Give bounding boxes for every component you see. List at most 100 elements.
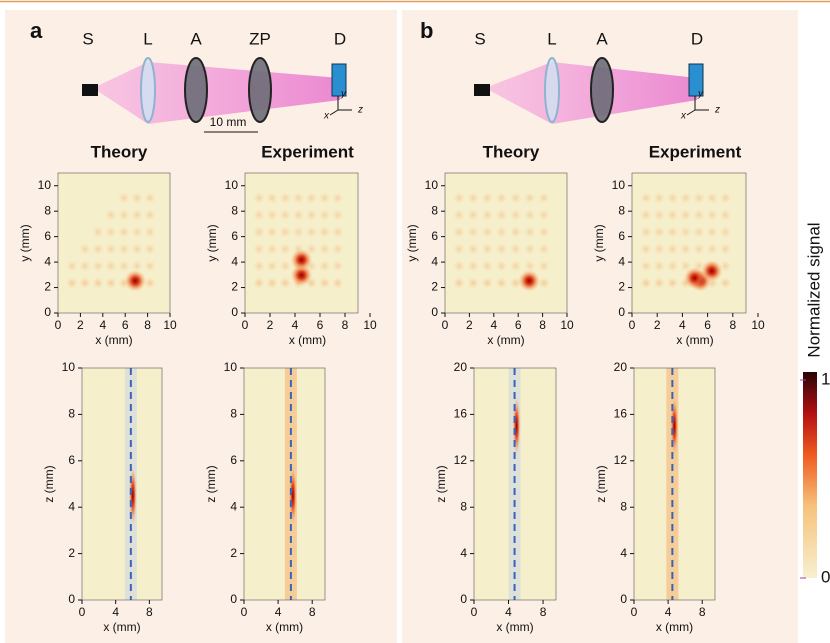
pattern-spot bbox=[692, 192, 705, 204]
pattern-spot bbox=[118, 243, 130, 255]
y-tick-label: 16 bbox=[454, 407, 468, 421]
pattern-spot bbox=[467, 209, 480, 221]
pattern-spot bbox=[666, 243, 679, 255]
pattern-spot bbox=[481, 243, 494, 255]
pattern-spot bbox=[706, 226, 719, 238]
pattern-spot bbox=[653, 277, 666, 289]
x-tick-label: 4 bbox=[679, 318, 686, 332]
pattern-spot bbox=[131, 192, 143, 204]
pattern-spot bbox=[453, 243, 465, 255]
pattern-spot bbox=[467, 277, 480, 289]
x-tick-label: 8 bbox=[144, 318, 151, 332]
y-tick-label: 2 bbox=[431, 280, 438, 294]
triad-label: y bbox=[697, 89, 704, 100]
pattern-spot bbox=[144, 260, 156, 272]
pattern-spot bbox=[692, 243, 705, 255]
y-axis-label: y (mm) bbox=[205, 224, 219, 261]
y-tick-label: 6 bbox=[231, 229, 238, 243]
pattern-spot bbox=[719, 226, 732, 238]
triad-axis bbox=[686, 109, 696, 116]
x-tick-label: 0 bbox=[242, 318, 249, 332]
pattern-spot bbox=[495, 243, 508, 255]
x-axis-label: x (mm) bbox=[289, 333, 326, 347]
pattern-spot bbox=[331, 209, 344, 221]
pattern-spot bbox=[105, 260, 117, 272]
y-tick-label: 8 bbox=[230, 407, 237, 421]
y-tick-label: 0 bbox=[68, 592, 75, 606]
pattern-spot bbox=[105, 226, 117, 238]
pattern-spot bbox=[523, 209, 536, 221]
y-axis-label: y (mm) bbox=[405, 224, 419, 261]
pattern-spot bbox=[640, 260, 652, 272]
y-tick-label: 4 bbox=[230, 499, 237, 513]
pattern-spot bbox=[105, 209, 117, 221]
y-tick-label: 8 bbox=[620, 499, 627, 513]
x-tick-label: 4 bbox=[292, 318, 299, 332]
y-tick-label: 6 bbox=[431, 229, 438, 243]
separation-label: 10 mm bbox=[210, 115, 247, 129]
pattern-spot bbox=[481, 277, 494, 289]
x-tick-label: 0 bbox=[471, 605, 478, 619]
pattern-spot bbox=[719, 209, 732, 221]
pattern-spot bbox=[66, 260, 78, 272]
y-tick-label: 2 bbox=[231, 280, 238, 294]
pattern-spot bbox=[453, 192, 465, 204]
component-label: L bbox=[143, 29, 152, 48]
x-tick-label: 4 bbox=[99, 318, 106, 332]
pattern-spot bbox=[495, 192, 508, 204]
x-axis-label: x (mm) bbox=[496, 620, 533, 634]
x-tick-label: 10 bbox=[751, 318, 765, 332]
x-tick-label: 8 bbox=[146, 605, 153, 619]
plot-frame bbox=[57, 172, 171, 314]
y-tick-label: 4 bbox=[620, 546, 627, 560]
pattern-spot bbox=[537, 209, 550, 221]
plot-frame bbox=[633, 367, 716, 601]
y-tick-label: 16 bbox=[614, 407, 628, 421]
pattern-spot bbox=[118, 260, 130, 272]
x-tick-label: 0 bbox=[241, 605, 248, 619]
heatmap bbox=[82, 368, 162, 600]
panel-label: a bbox=[30, 18, 43, 43]
pattern-spot bbox=[509, 226, 522, 238]
pattern-spot bbox=[495, 226, 508, 238]
pattern-spot bbox=[509, 192, 522, 204]
pattern-spot bbox=[318, 226, 331, 238]
y-tick-label: 6 bbox=[68, 453, 75, 467]
x-tick-label: 4 bbox=[490, 318, 497, 332]
optic bbox=[544, 57, 560, 123]
pattern-spot bbox=[318, 277, 331, 289]
pattern-spot bbox=[653, 209, 666, 221]
pattern-spot bbox=[79, 260, 91, 272]
pattern-spot bbox=[495, 260, 508, 272]
pattern-spot bbox=[666, 209, 679, 221]
pattern-spot bbox=[79, 277, 91, 289]
y-tick-label: 10 bbox=[612, 178, 626, 192]
x-tick-label: 4 bbox=[665, 605, 672, 619]
pattern-spot bbox=[331, 277, 344, 289]
pattern-spot bbox=[144, 277, 156, 289]
plot-frame bbox=[631, 172, 747, 314]
pattern-spot bbox=[131, 260, 143, 272]
x-tick-label: 4 bbox=[275, 605, 282, 619]
detector bbox=[331, 63, 347, 97]
hot-spot bbox=[518, 269, 541, 292]
pattern-spot bbox=[537, 277, 550, 289]
hot-spot bbox=[124, 269, 147, 292]
y-tick-label: 10 bbox=[224, 360, 238, 374]
pattern-spot bbox=[666, 277, 679, 289]
pattern-spot bbox=[653, 192, 666, 204]
pattern-spot bbox=[131, 209, 143, 221]
optic bbox=[140, 57, 156, 123]
y-tick-label: 0 bbox=[620, 592, 627, 606]
optic bbox=[590, 57, 614, 123]
y-axis-label: z (mm) bbox=[434, 465, 448, 502]
plot-title: Theory bbox=[483, 142, 540, 161]
y-tick-label: 10 bbox=[62, 360, 76, 374]
y-tick-label: 4 bbox=[44, 254, 51, 268]
pattern-spot bbox=[523, 243, 536, 255]
pattern-spot bbox=[279, 243, 292, 255]
y-axis-label: z (mm) bbox=[594, 465, 608, 502]
plot-title: Experiment bbox=[649, 142, 742, 161]
